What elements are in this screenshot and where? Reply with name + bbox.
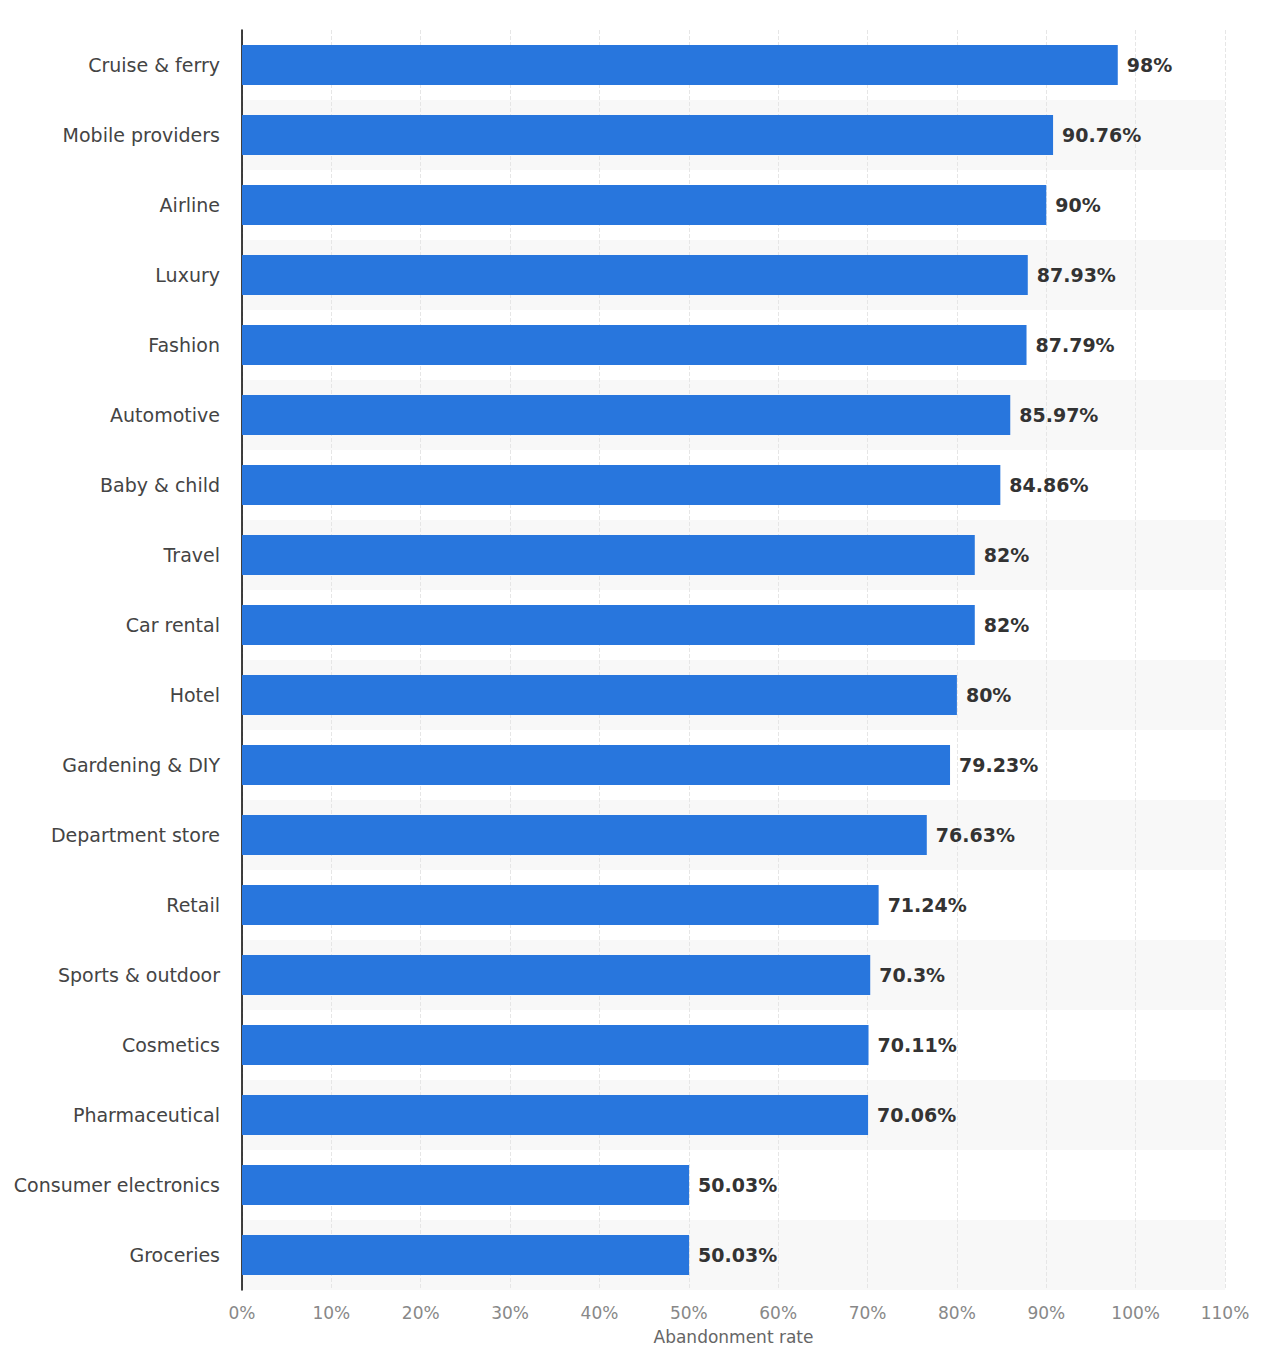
svg-text:70.3%: 70.3% (879, 964, 945, 986)
svg-text:50.03%: 50.03% (698, 1174, 777, 1196)
svg-text:87.79%: 87.79% (1036, 334, 1115, 356)
svg-text:84.86%: 84.86% (1009, 474, 1088, 496)
svg-text:Automotive: Automotive (110, 404, 220, 426)
svg-text:90%: 90% (1055, 194, 1100, 216)
svg-text:70.06%: 70.06% (877, 1104, 956, 1126)
svg-text:85.97%: 85.97% (1019, 404, 1098, 426)
svg-text:Retail: Retail (166, 894, 220, 916)
svg-text:90.76%: 90.76% (1062, 124, 1141, 146)
svg-text:Abandonment rate: Abandonment rate (654, 1327, 814, 1347)
svg-text:Consumer electronics: Consumer electronics (14, 1174, 220, 1196)
svg-text:98%: 98% (1127, 54, 1172, 76)
svg-text:Luxury: Luxury (155, 264, 220, 286)
svg-text:20%: 20% (402, 1303, 440, 1323)
svg-text:70.11%: 70.11% (878, 1034, 957, 1056)
svg-text:Fashion: Fashion (148, 334, 220, 356)
svg-text:80%: 80% (966, 684, 1011, 706)
svg-text:71.24%: 71.24% (888, 894, 967, 916)
svg-text:100%: 100% (1111, 1303, 1160, 1323)
svg-text:Department store: Department store (51, 824, 220, 846)
svg-text:Groceries: Groceries (129, 1244, 220, 1266)
svg-text:Sports & outdoor: Sports & outdoor (58, 964, 220, 986)
svg-text:60%: 60% (759, 1303, 797, 1323)
svg-text:10%: 10% (312, 1303, 350, 1323)
svg-text:82%: 82% (984, 544, 1029, 566)
svg-text:70%: 70% (849, 1303, 887, 1323)
svg-text:50%: 50% (670, 1303, 708, 1323)
svg-text:80%: 80% (938, 1303, 976, 1323)
svg-text:82%: 82% (984, 614, 1029, 636)
svg-text:Pharmaceutical: Pharmaceutical (73, 1104, 220, 1126)
svg-text:Mobile providers: Mobile providers (63, 124, 220, 146)
svg-text:76.63%: 76.63% (936, 824, 1015, 846)
svg-text:Baby & child: Baby & child (100, 474, 220, 496)
svg-text:Airline: Airline (160, 194, 220, 216)
svg-text:90%: 90% (1027, 1303, 1065, 1323)
svg-text:Car rental: Car rental (126, 614, 220, 636)
svg-text:87.93%: 87.93% (1037, 264, 1116, 286)
svg-text:79.23%: 79.23% (959, 754, 1038, 776)
svg-text:Hotel: Hotel (170, 684, 220, 706)
svg-text:Cruise & ferry: Cruise & ferry (88, 54, 220, 76)
svg-text:110%: 110% (1201, 1303, 1250, 1323)
svg-text:40%: 40% (581, 1303, 619, 1323)
svg-text:50.03%: 50.03% (698, 1244, 777, 1266)
svg-text:Travel: Travel (163, 544, 220, 566)
svg-text:30%: 30% (491, 1303, 529, 1323)
svg-text:Cosmetics: Cosmetics (122, 1034, 220, 1056)
svg-text:0%: 0% (229, 1303, 256, 1323)
svg-text:Gardening & DIY: Gardening & DIY (62, 754, 220, 776)
